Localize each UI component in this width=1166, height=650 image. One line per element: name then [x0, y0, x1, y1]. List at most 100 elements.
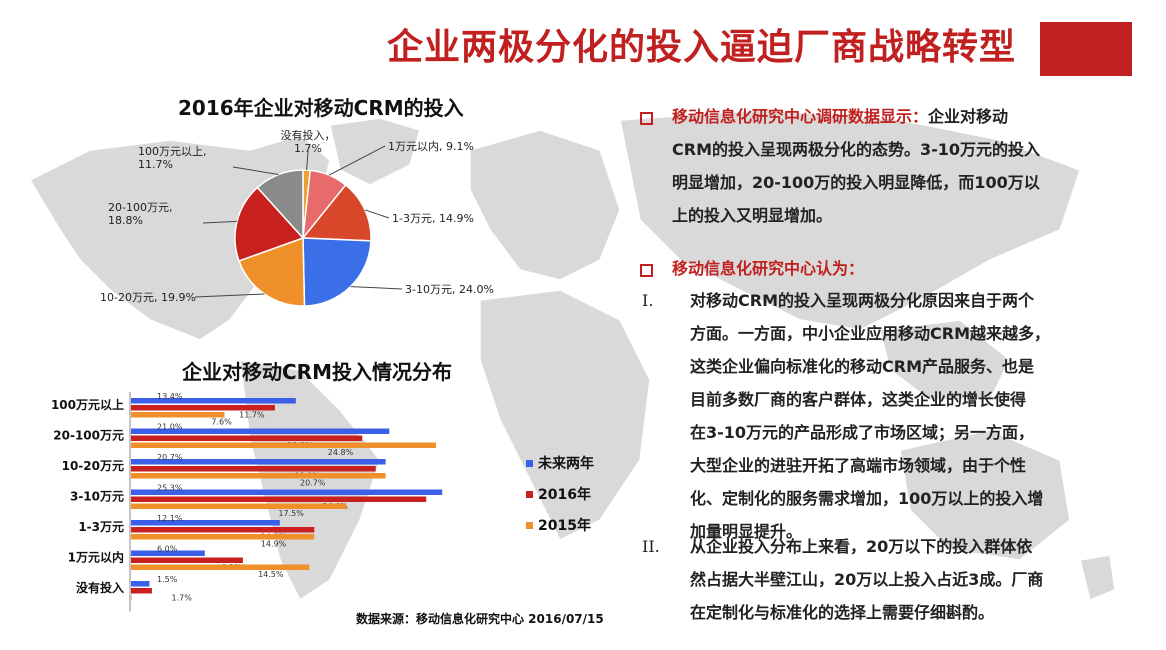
bar-value-label: 20.7% [157, 453, 183, 462]
bar-category-label: 1-3万元 [78, 520, 124, 534]
bar-value-label: 1.7% [172, 594, 193, 603]
bar-value-label: 14.9% [261, 540, 287, 549]
pie-slice [302, 237, 372, 307]
bar-chart: 100万元以上13.4%11.7%7.6%20-100万元21.0%18.8%2… [51, 392, 594, 612]
pie-leader-line [350, 286, 403, 290]
bar [131, 595, 132, 601]
section1-line: 上的投入又明显增加。 [672, 206, 833, 225]
data-source-note: 数据来源：移动信息化研究中心 2016/07/15 [356, 612, 604, 626]
section1: 移动信息化研究中心调研数据显示：企业对移动 CRM的投入呈现两极分化的态势。3-… [672, 100, 1142, 232]
pie-slice-label: 20-100万元, [108, 201, 172, 214]
bar-value-label: 21.0% [157, 423, 183, 432]
section2-bullet-icon [640, 264, 653, 277]
bar-chart-title: 企业对移动CRM投入情况分布 [182, 360, 452, 384]
item1: 对移动CRM的投入呈现两极分化原因来自于两个 方面。一方面，中小企业应用移动CR… [690, 284, 1140, 548]
bar [131, 459, 386, 465]
section1-text-start: 企业对移动 [928, 107, 1009, 126]
bar-value-label: 24.8% [328, 448, 354, 457]
bar [131, 442, 437, 448]
item1-number: I. [642, 291, 654, 310]
bar [131, 527, 315, 533]
bar-value-label: 14.5% [258, 570, 284, 579]
bar-category-label: 1万元以内 [68, 550, 124, 565]
pie-leader-line [328, 145, 386, 176]
bar [131, 581, 150, 587]
bar [131, 489, 443, 495]
bar-value-label: 20.7% [300, 479, 326, 488]
pie-slice-value: 18.8% [108, 214, 143, 227]
bar-category-label: 100万元以上 [51, 397, 124, 412]
pie-slice-label: 1万元以内, 9.1% [388, 139, 474, 153]
bar [131, 496, 427, 502]
pie-slice [301, 183, 372, 242]
bar-value-label: 13.4% [157, 392, 183, 401]
pie-leader-line [194, 293, 265, 298]
bar-category-label: 没有投入 [76, 580, 124, 595]
item2-line: 从企业投入分布上来看，20万以下的投入群体依 [690, 537, 1033, 556]
item2-line: 在定制化与标准化的选择上需要仔细斟酌。 [690, 603, 995, 622]
bar [131, 412, 225, 418]
pie-slice-value: 11.7% [138, 158, 173, 171]
section1-line: CRM的投入呈现两极分化的态势。3-10万元的投入 [672, 140, 1041, 159]
bar [131, 398, 296, 404]
pie-leader-line [306, 150, 309, 171]
pie-slice-label: 1-3万元, 14.9% [392, 212, 474, 225]
bar-category-label: 20-100万元 [53, 429, 124, 443]
bar-category-label: 10-20万元 [62, 459, 124, 473]
bar-value-label: 12.1% [157, 514, 183, 523]
title-accent-bar [1040, 22, 1132, 76]
section1-line: 明显增加，20-100万的投入明显降低，而100万以 [672, 173, 1040, 192]
item1-line: 方面。一方面，中小企业应用移动CRM越来越多， [690, 324, 1050, 343]
pie-leader-line [232, 166, 279, 176]
bar [131, 473, 386, 479]
bar-category-label: 3-10万元 [70, 490, 124, 504]
item1-line: 在3-10万元的产品形成了市场区域；另一方面， [690, 423, 1035, 442]
bar [131, 435, 363, 441]
pie-slice-label: 没有投入， [281, 128, 336, 142]
bar [131, 520, 280, 526]
item2: 从企业投入分布上来看，20万以下的投入群体依 然占据大半壁江山，20万以上投入占… [690, 530, 1140, 629]
item1-line: 这类企业偏向标准化的移动CRM产品服务、也是 [690, 357, 1034, 376]
bar-value-label: 11.7% [239, 411, 265, 420]
legend-label: 2016年 [538, 486, 591, 503]
bar [131, 503, 347, 509]
pie-slice-label: 3-10万元, 24.0% [405, 283, 494, 296]
section1-first-line: 移动信息化研究中心调研数据显示：企业对移动 [672, 100, 1142, 133]
item1-line: 加量明显提升。 [690, 522, 803, 541]
legend-swatch [526, 522, 533, 529]
bar [131, 564, 310, 570]
pie-leader-line [364, 209, 390, 219]
item2-line: 然占据大半壁江山，20万以上投入占近3成。厂商 [690, 570, 1044, 589]
bar-value-label: 7.6% [211, 418, 232, 427]
item1-line: 对移动CRM的投入呈现两极分化原因来自于两个 [690, 291, 1034, 310]
pie-chart: 没有投入，1.7% 1万元以内, 9.1% 1-3万元, 14.9% 3-10万元, … [100, 128, 494, 307]
bar-value-label: 17.5% [278, 509, 304, 518]
bar [131, 588, 152, 594]
section2-heading: 移动信息化研究中心认为： [672, 259, 865, 278]
pie-slice-label: 10-20万元, 19.9% [100, 291, 196, 304]
pie-slice [238, 236, 306, 307]
bar [131, 557, 243, 563]
bar [131, 550, 205, 556]
bar [131, 428, 390, 434]
pie-leader-line [202, 220, 238, 224]
section1-bullet-icon [640, 112, 653, 125]
legend-swatch [526, 491, 533, 498]
page-title: 企业两极分化的投入逼迫厂商战略转型 [386, 27, 1016, 68]
pie-slice-label: 100万元以上, [138, 145, 207, 158]
item2-number: II. [642, 537, 660, 556]
bar [131, 534, 315, 540]
bar-value-label: 1.5% [157, 575, 178, 584]
item1-line: 目前多数厂商的客户群体，这类企业的增长使得 [690, 390, 1027, 409]
bar-value-label: 6.0% [157, 545, 178, 554]
legend-swatch [526, 460, 533, 467]
item1-line: 大型企业的进驻开拓了高端市场领域，由于个性 [690, 456, 1027, 475]
pie-slice-value: 1.7% [294, 142, 322, 155]
bar-value-label: 25.3% [157, 484, 183, 493]
pie-chart-title: 2016年企业对移动CRM的投入 [178, 96, 464, 120]
section1-heading: 移动信息化研究中心调研数据显示： [672, 107, 929, 126]
legend-label: 2015年 [538, 517, 591, 534]
legend-label: 未来两年 [538, 455, 594, 472]
bar [131, 466, 376, 472]
